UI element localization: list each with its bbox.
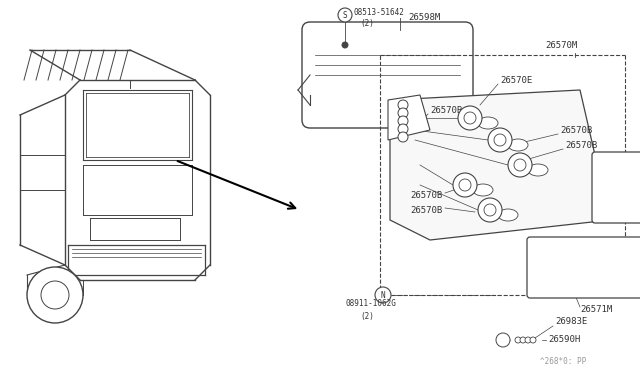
- Ellipse shape: [508, 139, 528, 151]
- Text: 08911-1062G: 08911-1062G: [345, 299, 396, 308]
- Circle shape: [525, 337, 531, 343]
- FancyBboxPatch shape: [592, 152, 640, 223]
- Circle shape: [398, 132, 408, 142]
- Circle shape: [458, 106, 482, 130]
- Circle shape: [484, 204, 496, 216]
- FancyBboxPatch shape: [527, 237, 640, 298]
- Circle shape: [520, 337, 526, 343]
- Circle shape: [459, 179, 471, 191]
- Text: (2): (2): [360, 19, 374, 28]
- Text: 26570B: 26570B: [560, 125, 592, 135]
- Circle shape: [464, 112, 476, 124]
- Circle shape: [375, 287, 391, 303]
- Circle shape: [398, 124, 408, 134]
- Text: N: N: [381, 291, 385, 299]
- Circle shape: [41, 281, 69, 309]
- Circle shape: [478, 198, 502, 222]
- Circle shape: [508, 153, 532, 177]
- Text: 08513-51642: 08513-51642: [354, 7, 405, 16]
- Circle shape: [530, 337, 536, 343]
- Circle shape: [338, 8, 352, 22]
- Text: 26570B: 26570B: [565, 141, 597, 150]
- Ellipse shape: [528, 164, 548, 176]
- Circle shape: [514, 159, 526, 171]
- Text: 26570B: 26570B: [430, 106, 462, 115]
- Text: ^268*0: PP: ^268*0: PP: [540, 357, 586, 366]
- Polygon shape: [390, 90, 610, 240]
- Circle shape: [342, 42, 348, 48]
- Text: 26570B: 26570B: [410, 190, 442, 199]
- Text: 26571M: 26571M: [580, 305, 612, 314]
- Circle shape: [398, 108, 408, 118]
- Circle shape: [27, 267, 83, 323]
- Text: 26570B: 26570B: [410, 205, 442, 215]
- Ellipse shape: [478, 117, 498, 129]
- Ellipse shape: [473, 184, 493, 196]
- Circle shape: [496, 333, 510, 347]
- Circle shape: [453, 173, 477, 197]
- Text: S: S: [342, 10, 348, 19]
- Circle shape: [515, 337, 521, 343]
- Circle shape: [398, 100, 408, 110]
- Text: 26570M: 26570M: [545, 41, 577, 49]
- FancyBboxPatch shape: [302, 22, 473, 128]
- Polygon shape: [388, 95, 430, 140]
- Text: 26983E: 26983E: [555, 317, 588, 327]
- Circle shape: [398, 116, 408, 126]
- Circle shape: [494, 134, 506, 146]
- Circle shape: [488, 128, 512, 152]
- Text: 26570E: 26570E: [500, 76, 532, 84]
- Text: 26590H: 26590H: [548, 336, 580, 344]
- Text: (2): (2): [360, 311, 374, 321]
- Ellipse shape: [498, 209, 518, 221]
- Text: 26598M: 26598M: [408, 13, 440, 22]
